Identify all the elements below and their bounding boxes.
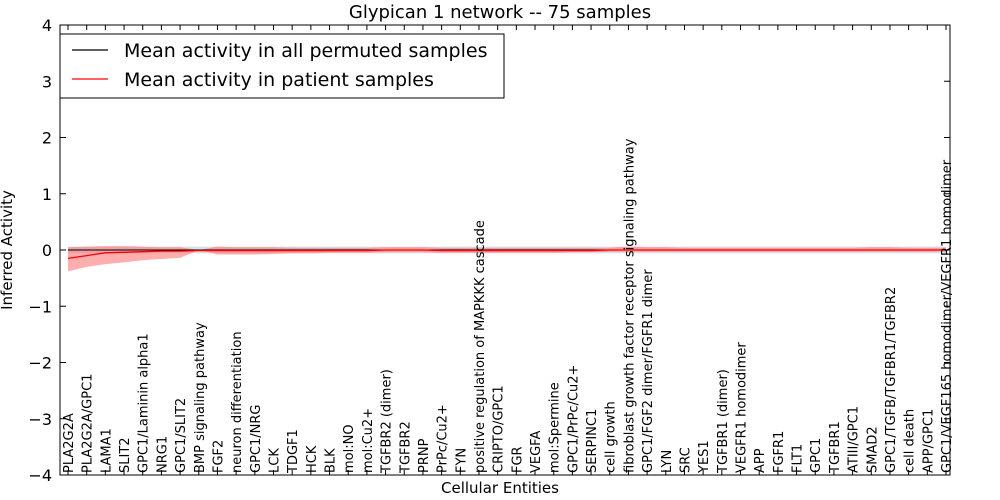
x-tick-label: PLA2G2A/GPC1 <box>81 374 96 473</box>
y-tick-label: 4 <box>42 16 52 35</box>
y-tick-label: −4 <box>28 466 52 485</box>
x-tick-label: GPC1/TGFB/TGFBR1/TGFBR2 <box>884 287 899 473</box>
x-tick-label: GPC1/VEGF165 homodimer/VEGFR1 homodimer <box>940 159 955 473</box>
x-tick-label: SERPINC1 <box>585 409 600 473</box>
x-tick-label: LAMA1 <box>99 428 114 473</box>
x-tick-label: mol:Cu2+ <box>361 408 376 473</box>
x-tick-label: GPC1/NRG <box>249 405 264 473</box>
x-tick-label: TGFBR1 <box>828 421 843 474</box>
y-tick-label: 0 <box>42 241 52 260</box>
x-tick-label: FGR <box>510 446 525 473</box>
x-tick-label: PrPc/Cu2+ <box>436 404 451 473</box>
x-tick-label: HCK <box>305 445 320 473</box>
x-tick-label: GPC1/SLIT2 <box>174 398 189 473</box>
x-tick-label: TGFBR2 <box>398 421 413 474</box>
x-tick-label: VEGFA <box>529 431 544 473</box>
y-tick-label: 1 <box>42 185 52 204</box>
x-tick-label: CRIPTO/GPC1 <box>492 385 507 473</box>
x-tick-label: GPC1/Laminin alpha1 <box>137 333 152 473</box>
x-tick-label: positive regulation of MAPKKK cascade <box>473 220 488 473</box>
x-tick-label: mol:Spermine <box>548 382 563 473</box>
x-tick-label: APP/GPC1 <box>921 409 936 473</box>
legend: Mean activity in all permuted samples Me… <box>59 33 505 99</box>
x-tick-label: BLK <box>324 448 339 473</box>
x-tick-label: TGFBR2 (dimer) <box>380 369 395 474</box>
x-tick-label: LYN <box>660 450 675 473</box>
x-tick-label: VEGFR1 homodimer <box>735 342 750 473</box>
x-tick-label: cell death <box>903 409 918 473</box>
x-tick-label: SLIT2 <box>118 437 133 473</box>
x-tick-label: GPC1/FGF2 dimer/FGFR1 dimer <box>641 269 656 473</box>
x-tick-label: PRNP <box>417 438 432 473</box>
x-tick-label: FYN <box>454 448 469 473</box>
y-tick-label: −2 <box>28 354 52 373</box>
band-series-1 <box>68 246 946 272</box>
x-tick-label: SMAD2 <box>865 426 880 473</box>
series-lines <box>67 249 946 260</box>
legend-box <box>59 33 505 99</box>
x-tick-label: YES1 <box>697 440 712 474</box>
x-tick-label: FLT1 <box>791 444 806 473</box>
x-axis-label: Cellular Entities <box>441 479 559 497</box>
x-tick-label: APP <box>753 448 768 473</box>
legend-label-permuted: Mean activity in all permuted samples <box>124 40 487 62</box>
x-tick-label: NRG1 <box>155 436 170 473</box>
x-tick-label: BMP signaling pathway <box>193 322 208 473</box>
chart-title: Glypican 1 network -- 75 samples <box>349 2 651 23</box>
x-tick-label: fibroblast growth factor receptor signal… <box>622 138 637 473</box>
x-tick-label: TDGF1 <box>286 429 301 474</box>
y-axis: −4 −3 −2 −1 0 1 2 3 4 <box>28 16 950 485</box>
x-tick-label: GPC1 <box>809 438 824 473</box>
y-tick-label: 2 <box>42 129 52 148</box>
x-tick-label: PLA2G2A <box>62 413 77 473</box>
legend-label-patient: Mean activity in patient samples <box>124 69 434 91</box>
x-axis: PLA2G2A PLA2G2A/GPC1 LAMA1 SLIT2 GPC1/Lamini… <box>62 25 955 475</box>
series-line-1 <box>67 249 946 260</box>
x-tick-label: SRC <box>678 447 693 473</box>
y-tick-label: −1 <box>28 297 52 316</box>
y-tick-label: −3 <box>28 410 52 429</box>
x-tick-label: cell growth <box>604 401 619 473</box>
x-tick-label: GPC1/PrPc/Cu2+ <box>566 365 581 473</box>
x-tick-label: FGFR1 <box>772 431 787 473</box>
x-tick-label: neuron differentiation <box>230 331 245 473</box>
x-tick-label: ATIII/GPC1 <box>847 406 862 473</box>
x-tick-label: TGFBR1 (dimer) <box>716 369 731 474</box>
x-tick-label: LCK <box>267 448 282 473</box>
x-tick-label: mol:NO <box>342 424 357 473</box>
y-tick-label: 3 <box>42 72 52 91</box>
y-axis-label: Inferred Activity <box>0 190 16 310</box>
x-tick-label: FGF2 <box>211 440 226 473</box>
